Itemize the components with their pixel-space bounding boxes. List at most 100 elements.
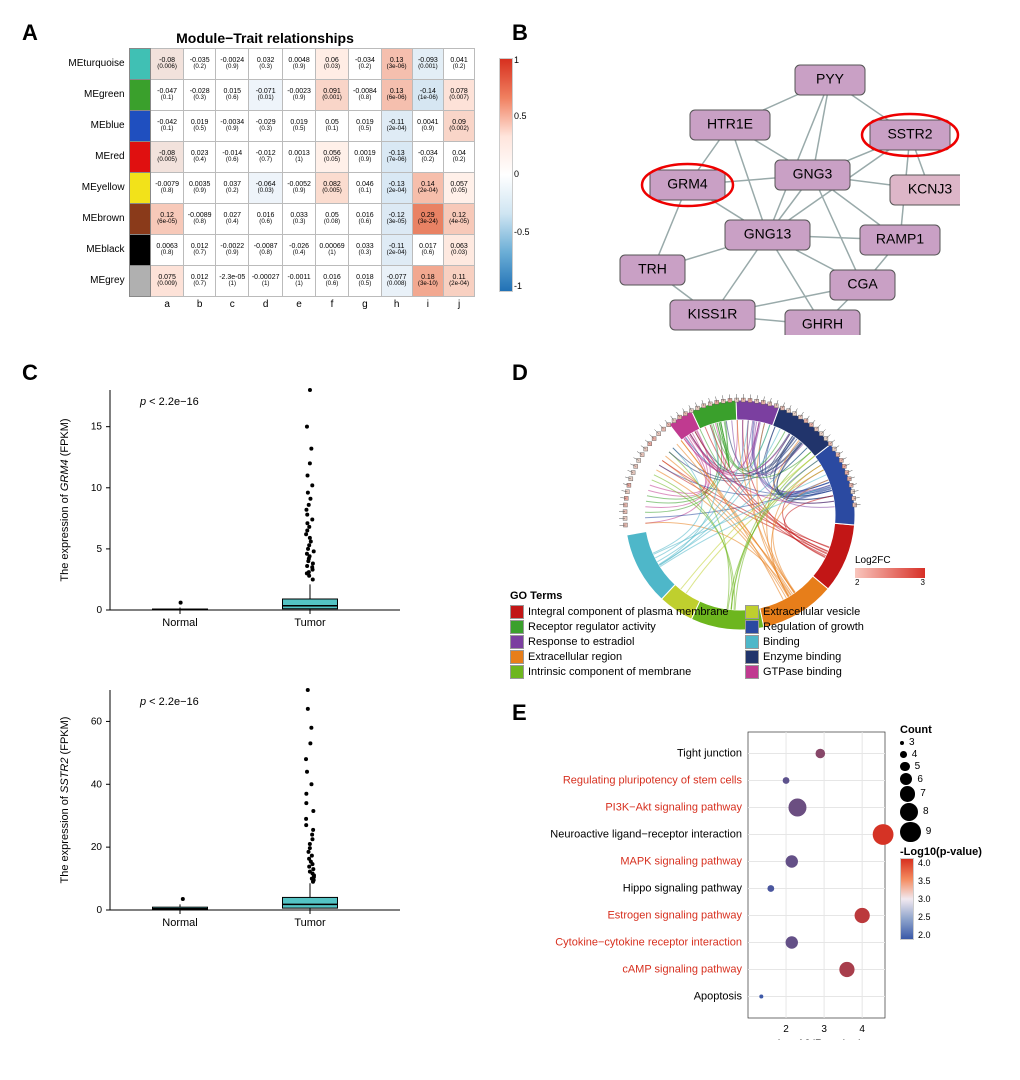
ppi-node-grm4: GRM4 bbox=[642, 164, 733, 206]
svg-text:3: 3 bbox=[821, 1024, 827, 1035]
figure-root: A B C D E Module−Trait relationships MEt… bbox=[0, 0, 1020, 1080]
module-color-swatch bbox=[129, 49, 151, 80]
heatmap-cell: 0.0035(0.9) bbox=[183, 173, 216, 204]
cbtick: -1 bbox=[514, 281, 544, 291]
module-row-label: MEred bbox=[55, 142, 129, 173]
heatmap-cell: 0.05(0.08) bbox=[315, 204, 348, 235]
module-row-label: MEgreen bbox=[55, 80, 129, 111]
pathway-label: Tight junction bbox=[677, 748, 742, 760]
heatmap-cell: 0.019(0.5) bbox=[349, 111, 382, 142]
pathway-dot bbox=[816, 749, 826, 759]
module-color-swatch bbox=[129, 111, 151, 142]
heatmap-cell: -2.3e-05(1) bbox=[216, 266, 249, 297]
go-legend-item: Extracellular vesicle bbox=[745, 605, 980, 619]
heatmap-cell: 0.0019(0.9) bbox=[349, 142, 382, 173]
pathway-dot bbox=[767, 885, 774, 892]
heatmap-cell: 0.0041(0.9) bbox=[412, 111, 444, 142]
module-row-label: MEblack bbox=[55, 235, 129, 266]
heatmap-cell: -0.034(0.2) bbox=[349, 49, 382, 80]
color-legend-title: -Log10(p-value) bbox=[900, 846, 1000, 858]
heatmap-cell: -0.14(1e-06) bbox=[412, 80, 444, 111]
panelA-title: Module−Trait relationships bbox=[55, 30, 475, 46]
heatmap-cell: -0.0024(0.9) bbox=[216, 49, 249, 80]
go-legend-item: Enzyme binding bbox=[745, 650, 980, 664]
heatmap-cell: 0.041(0.2) bbox=[444, 49, 475, 80]
count-legend-item: 4 bbox=[900, 749, 1000, 760]
ppi-edge bbox=[813, 175, 863, 285]
heatmap-cell: 0.012(0.7) bbox=[183, 266, 216, 297]
svg-text:60: 60 bbox=[91, 716, 103, 727]
heatmap-cell: -0.034(0.2) bbox=[412, 142, 444, 173]
heatmap-cell: 0.12(6e-05) bbox=[151, 204, 184, 235]
heatmap-cell: -0.0087(0.8) bbox=[249, 235, 283, 266]
go-legend: GO Terms Integral component of plasma me… bbox=[510, 590, 990, 680]
heatmap-cell: -0.071(0.01) bbox=[249, 80, 283, 111]
heatmap-cell: 0.033(0.3) bbox=[283, 204, 316, 235]
heatmap-cell: -0.0023(0.9) bbox=[283, 80, 316, 111]
svg-text:PYY: PYY bbox=[816, 71, 845, 87]
pathway-label: PI3K−Akt signaling pathway bbox=[605, 802, 742, 814]
panel-label-A: A bbox=[22, 20, 38, 46]
heatmap-cell: 0.0063(0.8) bbox=[151, 235, 184, 266]
svg-text:40: 40 bbox=[91, 779, 103, 790]
ppi-node-cga: CGA bbox=[830, 270, 895, 300]
panel-label-C: C bbox=[22, 360, 38, 386]
heatmap-cell: -0.0084(0.8) bbox=[349, 80, 382, 111]
heatmap-cell: -0.0052(0.9) bbox=[283, 173, 316, 204]
ppi-node-kcnj3: KCNJ3 bbox=[890, 175, 960, 205]
heatmap-cell: 0.037(0.2) bbox=[216, 173, 249, 204]
module-row-label: MEyellow bbox=[55, 173, 129, 204]
heatmap-cell: -0.0034(0.9) bbox=[216, 111, 249, 142]
svg-text:KCNJ3: KCNJ3 bbox=[908, 181, 953, 197]
heatmap-cell: 0.019(0.5) bbox=[183, 111, 216, 142]
pathway-dot bbox=[786, 855, 798, 867]
heatmap-cell: 0.082(0.005) bbox=[315, 173, 348, 204]
svg-text:CGA: CGA bbox=[847, 276, 878, 292]
log2fc-min: 2 bbox=[855, 578, 859, 587]
svg-text:GHRH: GHRH bbox=[802, 316, 843, 332]
heatmap-cell: 0.12(4e-05) bbox=[444, 204, 475, 235]
chord-ribbon bbox=[785, 496, 834, 557]
pathway-label: Regulating pluripotency of stem cells bbox=[563, 775, 743, 787]
heatmap-cell: 0.0048(0.9) bbox=[283, 49, 316, 80]
heatmap-cell: -0.028(0.3) bbox=[183, 80, 216, 111]
heatmap-cell: -0.0022(0.9) bbox=[216, 235, 249, 266]
log2fc-legend: Log2FC 2 3 bbox=[855, 555, 925, 587]
cbtick: 0 bbox=[514, 169, 544, 179]
panelC-boxplots: 051015The expression of GRM4 (FPKM)p < 2… bbox=[50, 370, 410, 940]
pathway-label: Cytokine−cytokine receptor interaction bbox=[555, 937, 742, 949]
svg-text:GRM4: GRM4 bbox=[667, 176, 708, 192]
count-legend-item: 5 bbox=[900, 761, 1000, 772]
heatmap-cell: 0.11(2e-04) bbox=[444, 266, 475, 297]
ppi-network: PYYHTR1ESSTR2GRM4GNG3KCNJ3GNG13RAMP1TRHC… bbox=[560, 35, 960, 335]
heatmap-cell: 0.018(0.5) bbox=[349, 266, 382, 297]
heatmap-cell: 0.015(0.6) bbox=[216, 80, 249, 111]
svg-text:SSTR2: SSTR2 bbox=[887, 126, 932, 142]
heatmap-col-label: i bbox=[412, 297, 444, 314]
xcat-label: Normal bbox=[162, 917, 197, 929]
module-row-label: MEgrey bbox=[55, 266, 129, 297]
pathway-dot bbox=[786, 936, 798, 948]
ppi-node-trh: TRH bbox=[620, 255, 685, 285]
heatmap-cell: 0.06(0.03) bbox=[315, 49, 348, 80]
pathway-dot bbox=[855, 908, 870, 923]
ppi-svg: PYYHTR1ESSTR2GRM4GNG3KCNJ3GNG13RAMP1TRHC… bbox=[560, 35, 960, 335]
heatmap-col-label: f bbox=[315, 297, 348, 314]
boxplot-grm4: 051015The expression of GRM4 (FPKM)p < 2… bbox=[50, 370, 410, 640]
panelE-legend: Count3456789-Log10(p-value)4.03.53.02.52… bbox=[900, 720, 1000, 940]
heatmap-colorbar: 1 0.5 0 -0.5 -1 bbox=[499, 58, 513, 292]
heatmap-cell: -0.0089(0.8) bbox=[183, 204, 216, 235]
svg-text:TRH: TRH bbox=[638, 261, 667, 277]
heatmap-cell: 0.04(0.2) bbox=[444, 142, 475, 173]
heatmap-cell: -0.093(0.001) bbox=[412, 49, 444, 80]
heatmap-cell: -0.014(0.6) bbox=[216, 142, 249, 173]
ppi-node-pyy: PYY bbox=[795, 65, 865, 95]
count-legend-item: 8 bbox=[900, 803, 1000, 821]
heatmap-table: MEturquoise-0.08(0.006)-0.035(0.2)-0.002… bbox=[55, 48, 475, 313]
heatmap-cell: -0.00027(1) bbox=[249, 266, 283, 297]
pvalue-text: p < 2.2e−16 bbox=[139, 396, 199, 408]
count-legend-title: Count bbox=[900, 724, 1000, 736]
pathway-label: Hippo signaling pathway bbox=[623, 883, 743, 895]
heatmap-col-label: g bbox=[349, 297, 382, 314]
ppi-node-htr1e: HTR1E bbox=[690, 110, 770, 140]
